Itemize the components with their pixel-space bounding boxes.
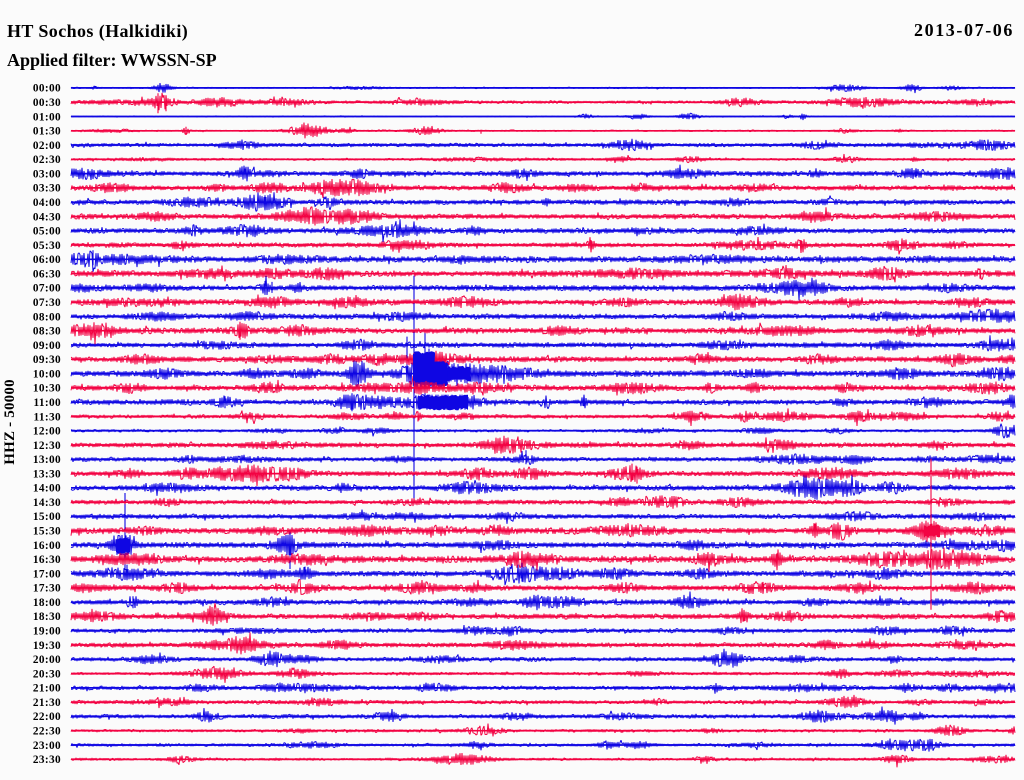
svg-text:HHZ - 50000: HHZ - 50000 bbox=[2, 379, 18, 465]
svg-text:20:00: 20:00 bbox=[33, 654, 61, 666]
svg-text:09:30: 09:30 bbox=[33, 354, 61, 366]
svg-text:20:30: 20:30 bbox=[33, 668, 61, 680]
svg-text:04:00: 04:00 bbox=[33, 197, 61, 209]
svg-text:00:30: 00:30 bbox=[33, 97, 61, 109]
svg-text:05:00: 05:00 bbox=[33, 226, 61, 238]
svg-text:06:30: 06:30 bbox=[33, 268, 61, 280]
svg-text:14:00: 14:00 bbox=[33, 483, 61, 495]
svg-text:09:00: 09:00 bbox=[33, 340, 61, 352]
svg-text:21:00: 21:00 bbox=[33, 683, 61, 695]
svg-text:07:00: 07:00 bbox=[33, 283, 61, 295]
svg-text:19:30: 19:30 bbox=[33, 640, 61, 652]
svg-text:22:30: 22:30 bbox=[33, 726, 61, 738]
svg-text:13:00: 13:00 bbox=[33, 454, 61, 466]
svg-text:12:00: 12:00 bbox=[33, 426, 61, 438]
svg-text:06:00: 06:00 bbox=[33, 254, 61, 266]
svg-text:08:00: 08:00 bbox=[33, 311, 61, 323]
svg-text:01:00: 01:00 bbox=[33, 111, 61, 123]
svg-text:12:30: 12:30 bbox=[33, 440, 61, 452]
svg-text:18:30: 18:30 bbox=[33, 611, 61, 623]
svg-text:08:30: 08:30 bbox=[33, 326, 61, 338]
svg-text:01:30: 01:30 bbox=[33, 126, 61, 138]
svg-text:15:00: 15:00 bbox=[33, 511, 61, 523]
svg-text:23:30: 23:30 bbox=[33, 754, 61, 766]
svg-text:00:00: 00:00 bbox=[33, 83, 61, 95]
svg-text:2013-07-06: 2013-07-06 bbox=[914, 20, 1014, 40]
svg-text:21:30: 21:30 bbox=[33, 697, 61, 709]
svg-text:HT Sochos (Halkidiki): HT Sochos (Halkidiki) bbox=[7, 21, 188, 42]
svg-text:07:30: 07:30 bbox=[33, 297, 61, 309]
svg-text:03:30: 03:30 bbox=[33, 183, 61, 195]
svg-text:16:00: 16:00 bbox=[33, 540, 61, 552]
svg-text:19:00: 19:00 bbox=[33, 626, 61, 638]
svg-text:17:30: 17:30 bbox=[33, 583, 61, 595]
svg-text:13:30: 13:30 bbox=[33, 468, 61, 480]
svg-text:10:00: 10:00 bbox=[33, 368, 61, 380]
svg-text:10:30: 10:30 bbox=[33, 383, 61, 395]
svg-text:05:30: 05:30 bbox=[33, 240, 61, 252]
svg-text:18:00: 18:00 bbox=[33, 597, 61, 609]
svg-text:16:30: 16:30 bbox=[33, 554, 61, 566]
svg-text:11:30: 11:30 bbox=[34, 411, 61, 423]
svg-text:11:00: 11:00 bbox=[34, 397, 61, 409]
svg-text:03:00: 03:00 bbox=[33, 168, 61, 180]
svg-text:17:00: 17:00 bbox=[33, 568, 61, 580]
svg-text:14:30: 14:30 bbox=[33, 497, 61, 509]
svg-text:23:00: 23:00 bbox=[33, 740, 61, 752]
svg-text:02:00: 02:00 bbox=[33, 140, 61, 152]
svg-text:Applied filter: WWSSN-SP: Applied filter: WWSSN-SP bbox=[7, 50, 217, 70]
svg-text:04:30: 04:30 bbox=[33, 211, 61, 223]
svg-text:22:00: 22:00 bbox=[33, 711, 61, 723]
svg-text:02:30: 02:30 bbox=[33, 154, 61, 166]
svg-text:15:30: 15:30 bbox=[33, 526, 61, 538]
